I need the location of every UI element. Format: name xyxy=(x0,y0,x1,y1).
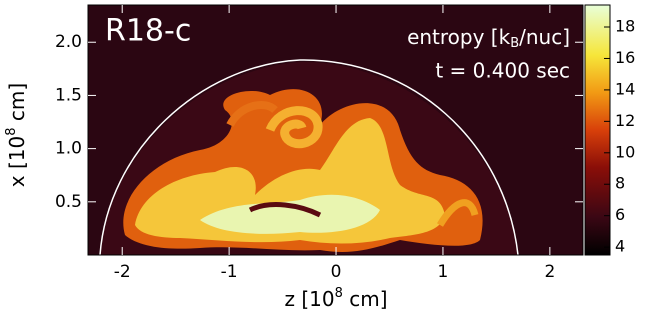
y-tick-label: 1.0 xyxy=(55,139,82,159)
colorbar-tick-label: 18 xyxy=(615,17,635,36)
colorbar-label: entropy [kB/nuc] xyxy=(407,25,570,51)
entropy-field xyxy=(88,5,583,255)
y-tick-label: 1.5 xyxy=(55,85,82,105)
colorbar-tick-label: 4 xyxy=(615,237,625,256)
colorbar-tick-label: 14 xyxy=(615,79,635,98)
x-tick-label: 2 xyxy=(544,262,555,282)
y-tick-label: 2.0 xyxy=(55,32,82,52)
x-tick-label: -2 xyxy=(114,262,131,282)
y-axis-label: x [108 cm] xyxy=(4,83,29,187)
x-tick-label: -1 xyxy=(221,262,238,282)
panel-title: R18-c xyxy=(105,14,191,49)
x-axis-label: z [108 cm] xyxy=(284,286,387,311)
x-tick-label: 1 xyxy=(438,262,449,282)
colorbar-tick-label: 6 xyxy=(615,205,625,224)
plot-frame xyxy=(87,4,584,256)
time-annotation: t = 0.400 sec xyxy=(435,59,570,83)
colorbar-tick-label: 8 xyxy=(615,174,625,193)
colorbar xyxy=(584,4,611,256)
colorbar-tick-label: 10 xyxy=(615,142,635,161)
colorbar-tick-label: 16 xyxy=(615,48,635,67)
colorbar-tick-label: 12 xyxy=(615,111,635,130)
x-tick-label: 0 xyxy=(331,262,342,282)
y-tick-label: 0.5 xyxy=(55,192,82,212)
